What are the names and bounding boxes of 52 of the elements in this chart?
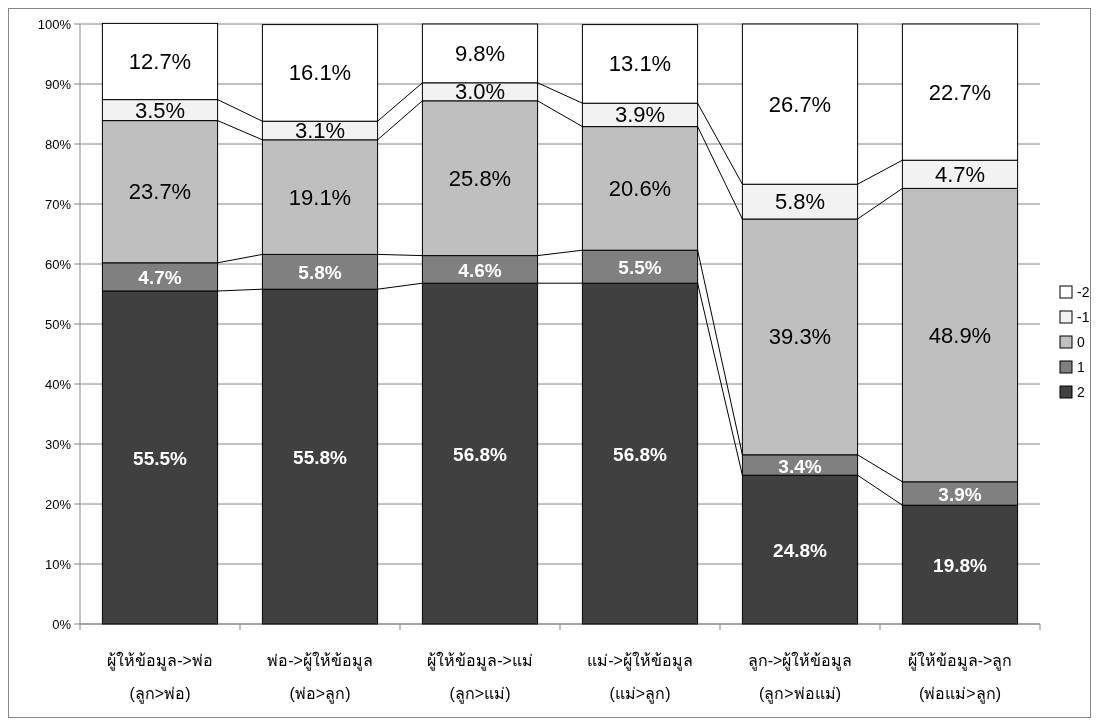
- data-label: 12.7%: [128, 49, 192, 74]
- data-label: 20.6%: [608, 175, 672, 201]
- data-label: 4.7%: [138, 267, 182, 289]
- data-label: 23.7%: [128, 179, 192, 205]
- x-tick-label: ผู้ให้ข้อมูล->แม่ (ลูก>แม่): [427, 651, 533, 704]
- y-tick-label: 0%: [52, 616, 72, 632]
- data-label: 22.7%: [928, 79, 992, 105]
- legend-label: 0: [1077, 334, 1085, 350]
- data-label: 3.9%: [938, 484, 982, 505]
- data-label: 13.1%: [608, 51, 672, 77]
- y-tick-label: 100%: [37, 16, 72, 32]
- x-tick-label: พ่อ->ผู้ให้ข้อมูล (พ่อ>ลูก): [267, 651, 373, 704]
- legend-label: 2: [1077, 384, 1085, 400]
- data-label: 4.6%: [458, 259, 502, 281]
- data-label: 9.8%: [454, 40, 506, 66]
- data-label: 39.3%: [768, 324, 832, 350]
- data-label: 3.5%: [134, 97, 186, 123]
- data-label: 26.7%: [768, 91, 832, 117]
- data-label: 16.1%: [288, 60, 352, 86]
- legend-label: -2: [1077, 284, 1090, 300]
- y-tick-label: 50%: [44, 316, 72, 332]
- y-tick-label: 60%: [44, 256, 72, 272]
- x-tick-label: ลูก->ผู้ให้ข้อมูล (ลูก>พ่อแม่): [747, 651, 853, 704]
- data-label: 5.8%: [774, 189, 826, 215]
- data-label: 56.8%: [453, 444, 508, 466]
- x-tick-label: ผู้ให้ข้อมูล->พ่อ (ลูก>พ่อ): [107, 651, 213, 704]
- y-tick-label: 20%: [44, 496, 72, 512]
- x-tick-label: แม่->ผู้ให้ข้อมูล (แม่>ลูก): [587, 651, 693, 704]
- data-label: 19.1%: [288, 184, 352, 210]
- y-tick-label: 30%: [44, 436, 72, 452]
- data-label: 5.8%: [298, 262, 342, 284]
- data-label: 48.9%: [928, 322, 992, 348]
- data-label: 5.5%: [618, 257, 662, 279]
- data-label: 24.8%: [773, 540, 828, 562]
- data-label: 3.9%: [614, 102, 666, 128]
- data-label: 3.4%: [778, 455, 822, 477]
- y-tick-label: 80%: [44, 136, 72, 152]
- data-label: 55.5%: [133, 448, 188, 469]
- x-tick-label: ผู้ให้ข้อมูล->ลูก (พ่อแม่>ลูก): [907, 651, 1013, 704]
- data-label: 3.1%: [294, 118, 346, 143]
- y-tick-label: 90%: [44, 76, 72, 92]
- data-label: 3.0%: [454, 79, 506, 105]
- data-label: 19.8%: [933, 555, 988, 577]
- y-tick-label: 70%: [44, 196, 72, 212]
- y-tick-label: 10%: [44, 556, 72, 572]
- data-label: 56.8%: [613, 444, 668, 466]
- data-label: 4.7%: [934, 161, 986, 187]
- legend-label: 1: [1077, 359, 1085, 375]
- legend-label: -1: [1077, 309, 1090, 325]
- y-tick-label: 40%: [44, 376, 72, 392]
- data-label: 25.8%: [448, 165, 512, 191]
- data-label: 55.8%: [293, 447, 348, 469]
